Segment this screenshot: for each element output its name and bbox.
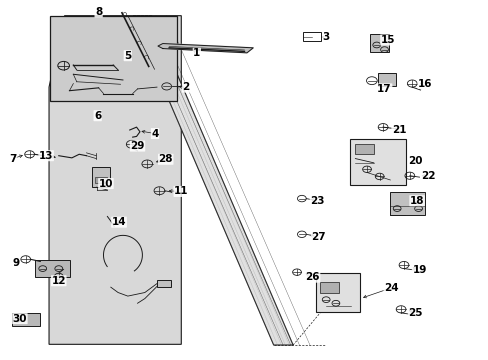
Text: 16: 16 xyxy=(417,78,432,89)
Text: 24: 24 xyxy=(383,283,398,293)
Text: 20: 20 xyxy=(407,157,422,166)
Text: 14: 14 xyxy=(112,217,126,227)
Text: 28: 28 xyxy=(158,154,173,164)
Text: 10: 10 xyxy=(99,179,113,189)
Text: 17: 17 xyxy=(376,84,391,94)
Text: 7: 7 xyxy=(9,154,17,163)
Text: 18: 18 xyxy=(409,196,424,206)
Text: 2: 2 xyxy=(182,82,189,92)
Text: 13: 13 xyxy=(39,151,53,161)
Text: 27: 27 xyxy=(310,232,325,242)
Text: 3: 3 xyxy=(322,32,329,42)
Text: 21: 21 xyxy=(391,125,406,135)
Text: 11: 11 xyxy=(174,186,188,197)
Bar xyxy=(316,273,360,312)
Bar xyxy=(157,280,170,287)
Polygon shape xyxy=(158,44,253,53)
Text: 26: 26 xyxy=(305,272,319,282)
Text: 15: 15 xyxy=(380,35,394,45)
Bar xyxy=(369,34,388,52)
Text: 19: 19 xyxy=(411,265,426,275)
Text: 12: 12 xyxy=(51,276,66,286)
Bar xyxy=(12,313,40,327)
Bar xyxy=(389,192,425,215)
Polygon shape xyxy=(49,16,181,344)
Text: 8: 8 xyxy=(95,7,102,17)
Text: 30: 30 xyxy=(13,314,27,324)
Text: 23: 23 xyxy=(309,196,324,206)
Text: 1: 1 xyxy=(193,48,200,58)
Bar xyxy=(92,167,110,187)
Text: 5: 5 xyxy=(124,51,131,61)
Bar xyxy=(377,73,395,86)
Bar xyxy=(350,139,406,185)
Bar xyxy=(302,32,321,41)
Bar xyxy=(95,177,107,183)
Text: 22: 22 xyxy=(420,171,435,181)
Text: 25: 25 xyxy=(407,308,422,318)
Bar xyxy=(35,260,70,277)
Text: 9: 9 xyxy=(12,258,20,268)
Bar xyxy=(319,282,339,293)
Text: 6: 6 xyxy=(94,111,101,121)
Bar xyxy=(355,144,373,154)
Polygon shape xyxy=(132,16,292,345)
Text: 4: 4 xyxy=(151,129,159,139)
Text: 29: 29 xyxy=(130,141,144,151)
Bar xyxy=(50,16,177,102)
